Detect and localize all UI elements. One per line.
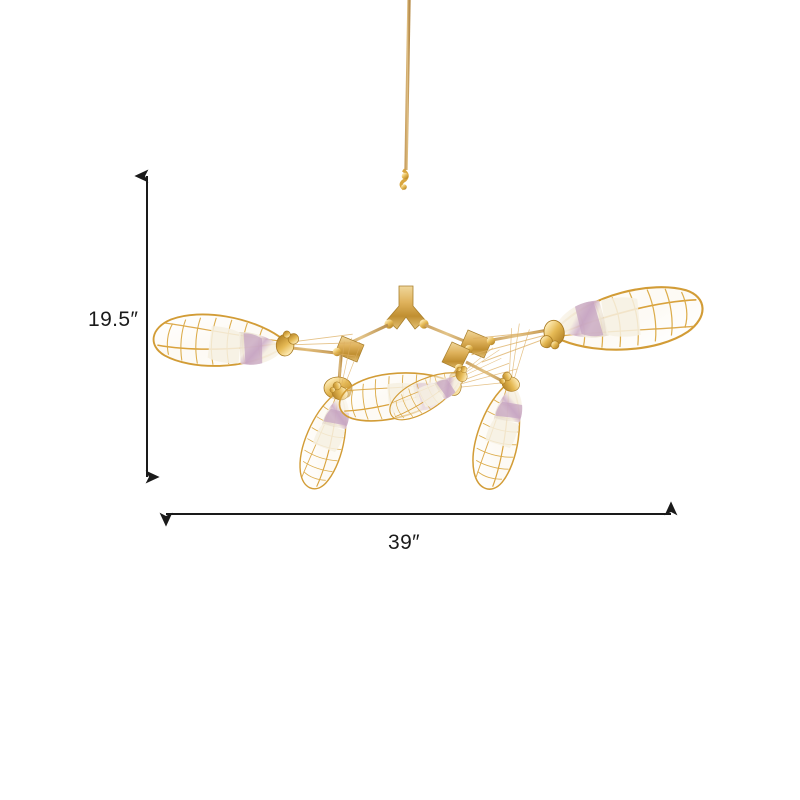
y-branch-hub: [384, 285, 429, 330]
height-dimension-label: 19.5″: [88, 308, 139, 331]
width-dimension-label: 39″: [388, 531, 420, 554]
cicada-wing-shade: [151, 309, 363, 378]
suspension-cord: [402, 0, 411, 286]
cord-clasp: [399, 168, 409, 191]
cicada-wing-shade: [464, 278, 709, 376]
